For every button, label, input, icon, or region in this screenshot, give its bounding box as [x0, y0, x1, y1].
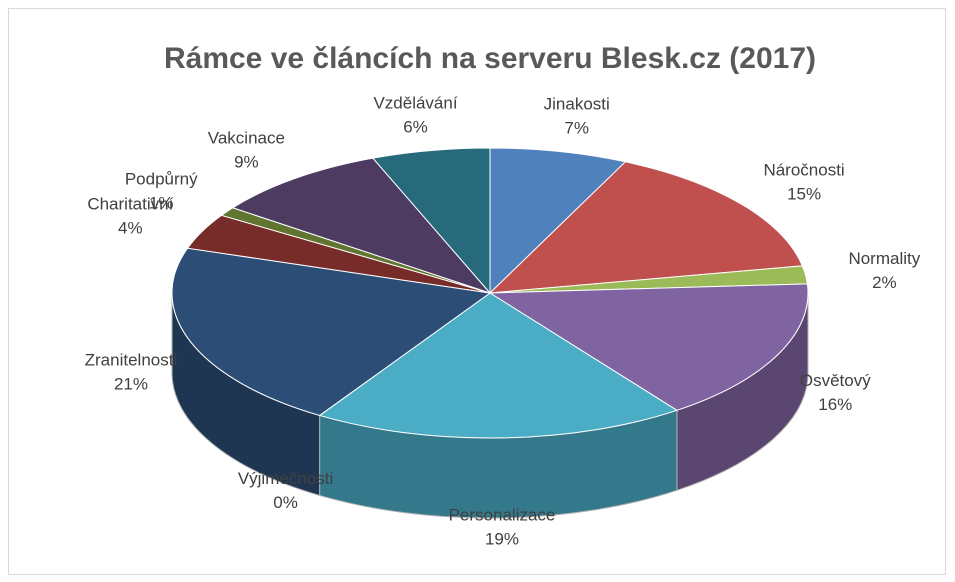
slice-value-label: 19% — [485, 529, 519, 548]
slice-value-label: 2% — [872, 273, 897, 292]
slice-label: Jinakosti — [544, 95, 610, 114]
slice-value-label: 16% — [818, 395, 852, 414]
slice — [488, 283, 809, 411]
slice-label: Vzdělávání — [373, 93, 457, 112]
slice — [231, 157, 492, 295]
slice-label: Výjimečnosti — [238, 469, 333, 488]
slice — [489, 147, 627, 295]
slice-value-label: 15% — [787, 184, 821, 203]
slice-value-label: 6% — [403, 117, 428, 136]
slice-value-label: 0% — [273, 493, 298, 512]
slice — [318, 292, 679, 439]
slice — [171, 247, 492, 416]
slice-label: Zranitelnosti — [85, 351, 178, 370]
slice — [371, 147, 491, 295]
slice-label: Náročnosti — [763, 160, 844, 179]
slice-value-label: 9% — [234, 152, 259, 171]
slice-label: Personalizace — [449, 505, 556, 524]
slice-label: Osvětový — [800, 371, 871, 390]
slice-value-label: 7% — [564, 119, 589, 138]
slice — [488, 161, 804, 294]
slice-label: Normality — [848, 249, 920, 268]
slice-label: Podpůrný — [125, 170, 198, 189]
chart-title: Rámce ve článcích na serveru Blesk.cz (2… — [164, 42, 816, 75]
slice-label: Charitativní — [87, 194, 173, 213]
slice-value-label: 4% — [118, 218, 143, 237]
slice-value-label: 21% — [114, 375, 148, 394]
slice-label: Vakcinace — [208, 128, 285, 147]
slice-value-label: 1% — [149, 194, 174, 213]
